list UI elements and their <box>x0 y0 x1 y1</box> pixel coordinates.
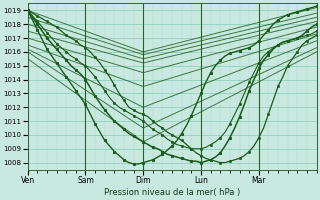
X-axis label: Pression niveau de la mer( hPa ): Pression niveau de la mer( hPa ) <box>104 188 240 197</box>
